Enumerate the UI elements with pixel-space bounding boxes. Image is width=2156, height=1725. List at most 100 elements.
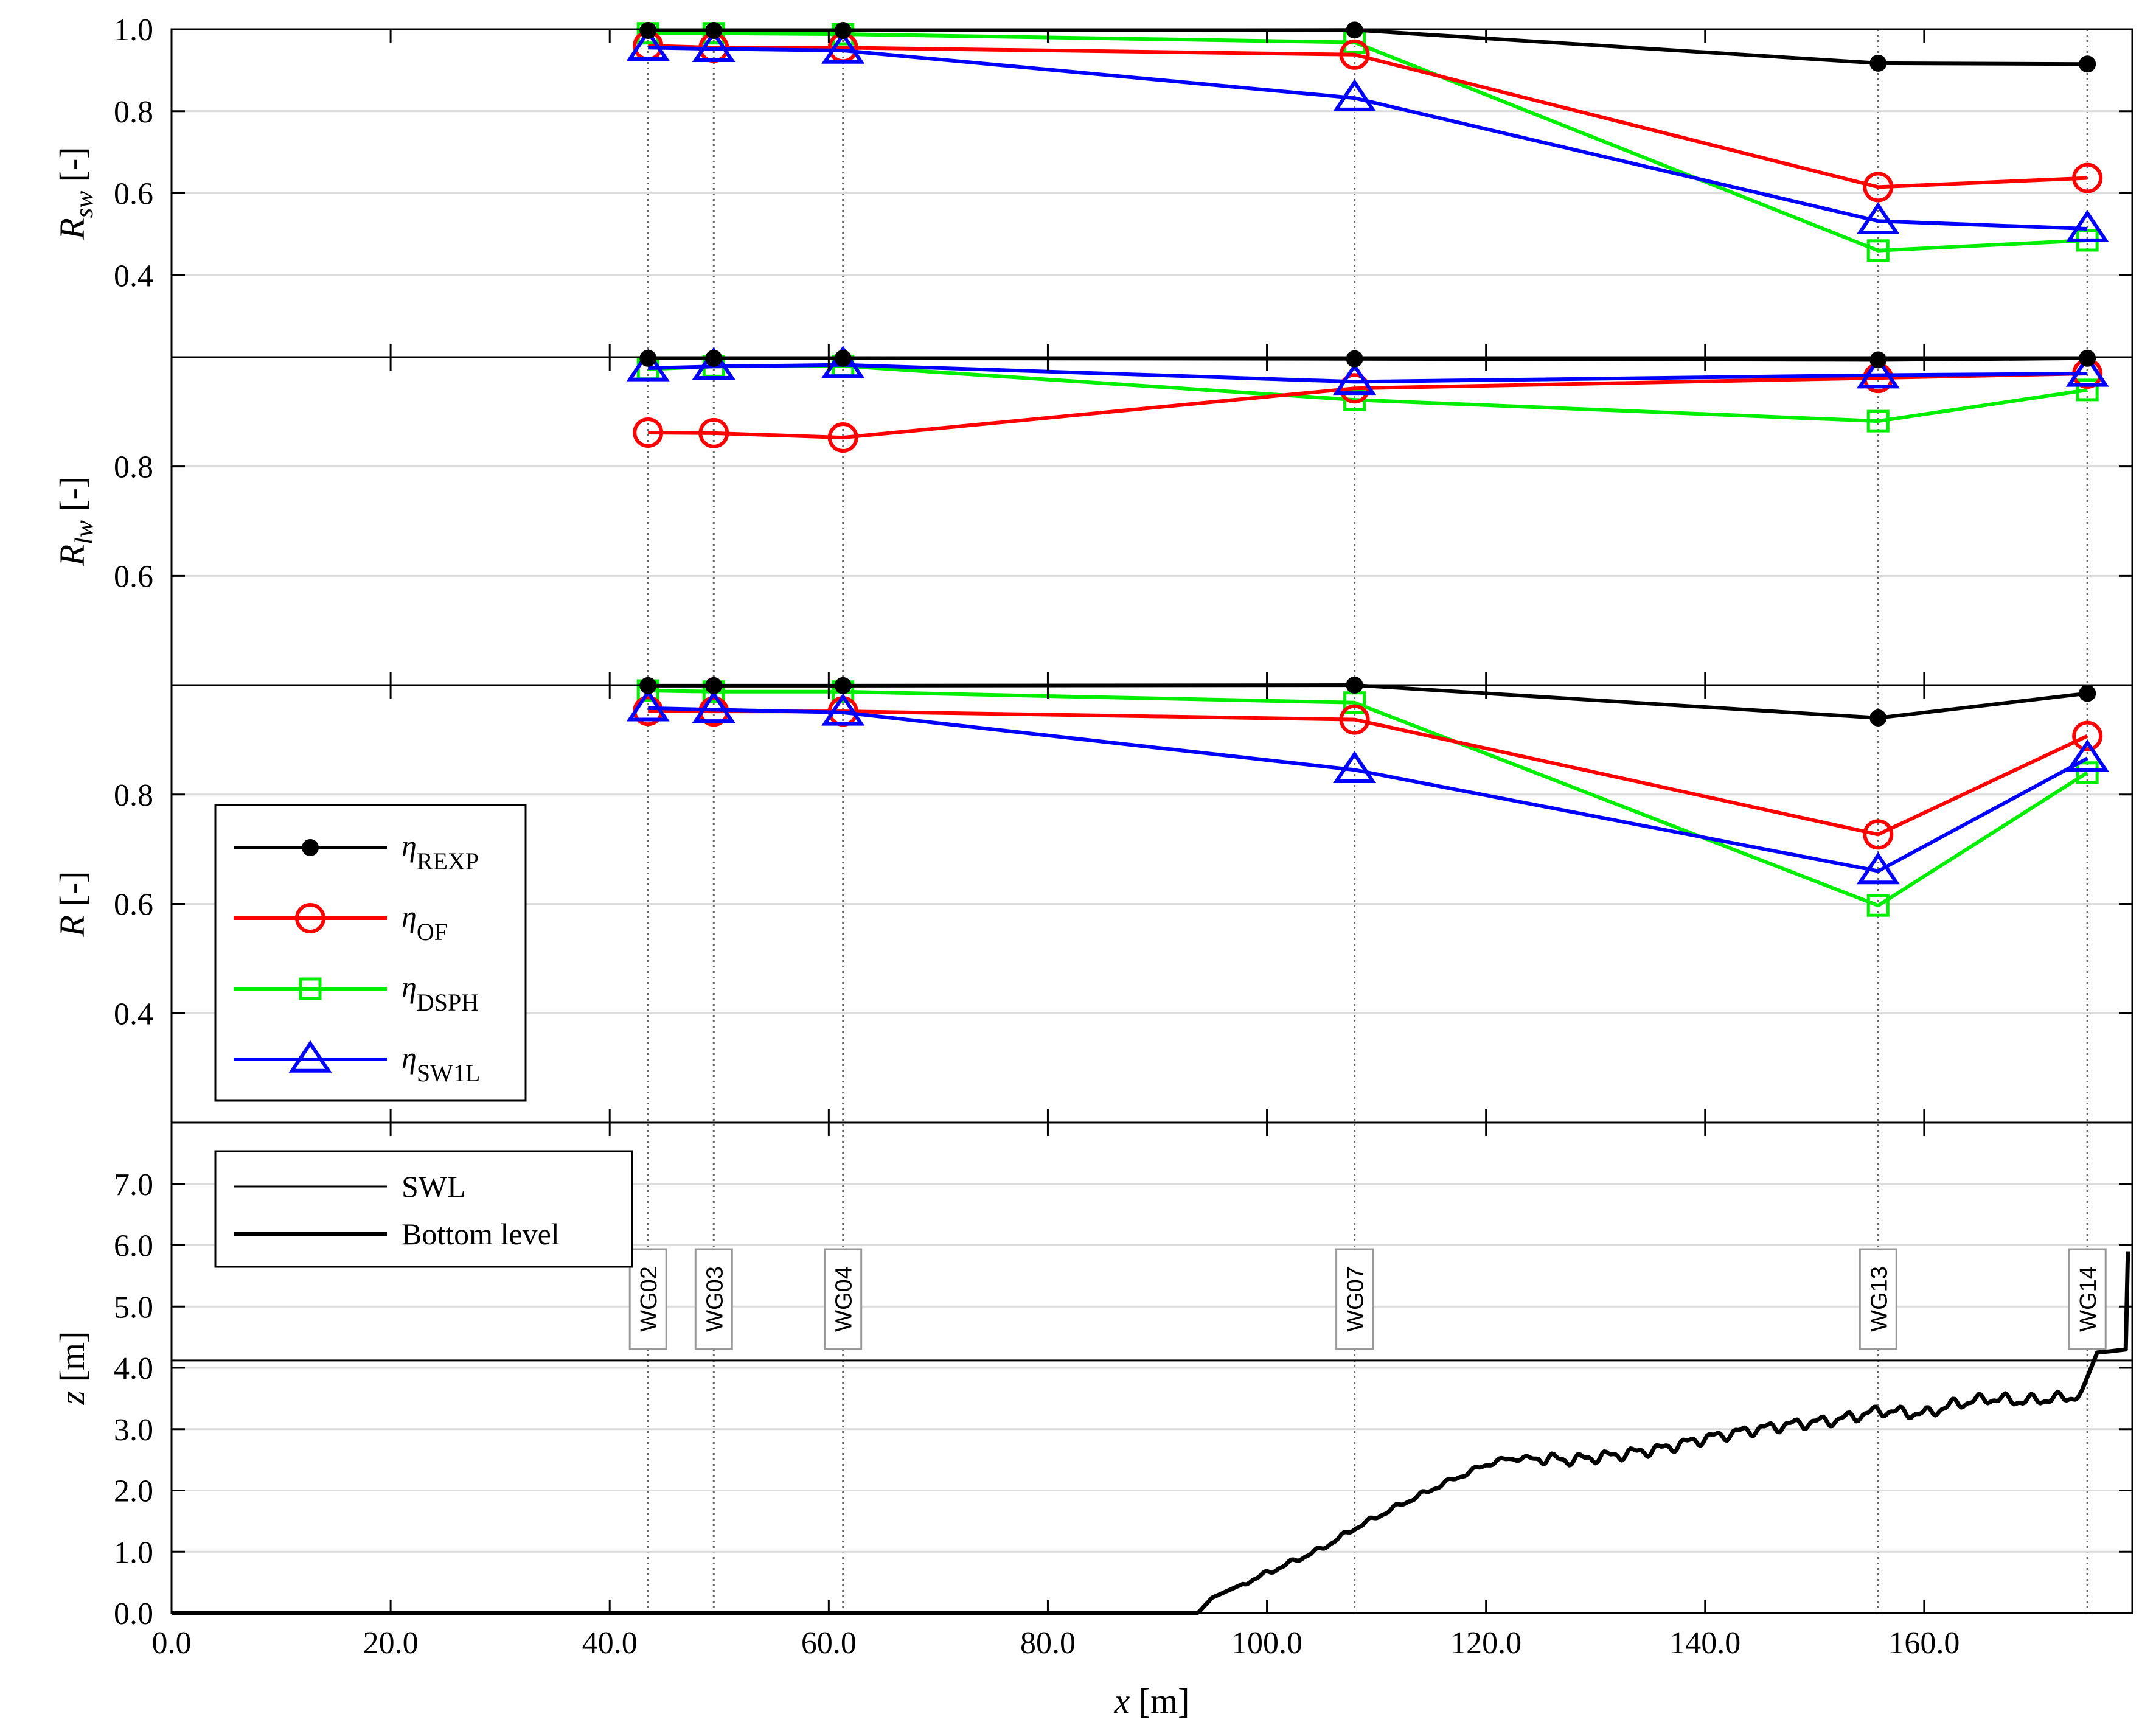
data-point xyxy=(299,977,322,1000)
y-axis-label-r: R [-] xyxy=(52,871,92,938)
gauge-label-text: WG13 xyxy=(1866,1266,1892,1332)
y-tick-label: 0.4 xyxy=(114,997,153,1031)
series-legend: ηREXP ηOF ηDSPH ηSW1L xyxy=(214,804,527,1102)
y-axis-label-rlw: Rlw [-] xyxy=(52,476,99,567)
data-point xyxy=(2065,209,2109,242)
panel-r-series xyxy=(626,677,2109,917)
data-point xyxy=(626,349,670,382)
gauge-label-text: WG07 xyxy=(1343,1266,1369,1332)
x-tick-label: 80.0 xyxy=(1020,1626,1076,1661)
data-point xyxy=(692,347,735,380)
data-point xyxy=(639,22,657,40)
series-line-rexp xyxy=(648,356,2088,362)
y-axis-label-rsw: Rsw [-] xyxy=(52,147,99,240)
y-tick-label: 2.0 xyxy=(114,1474,153,1509)
legend-item-dsph: ηDSPH xyxy=(234,970,479,1016)
y-tick-label: 6.0 xyxy=(114,1229,153,1264)
data-point xyxy=(639,349,657,367)
gauge-label-wg03: WG03 xyxy=(694,1248,733,1350)
legend-item-of: ηOF xyxy=(234,899,448,946)
gauge-label-text: WG04 xyxy=(832,1266,857,1332)
x-tick-label: 0.0 xyxy=(152,1626,192,1661)
gauge-label-box xyxy=(2068,1248,2107,1350)
panel-rsw-series xyxy=(626,21,2109,262)
data-point xyxy=(2076,378,2099,402)
data-point xyxy=(633,417,664,448)
y-tick-label: 0.0 xyxy=(114,1597,153,1631)
data-point xyxy=(1866,239,1890,262)
data-point xyxy=(692,691,735,723)
data-point xyxy=(1856,356,1900,389)
data-point xyxy=(295,903,325,933)
series-line-of xyxy=(648,372,2088,440)
panel-frames xyxy=(170,28,2133,1614)
x-tick-label: 20.0 xyxy=(363,1626,419,1661)
gauge-label-wg07: WG07 xyxy=(1335,1248,1374,1350)
gauge-label-box xyxy=(824,1248,863,1350)
y-tick-label: 0.4 xyxy=(114,259,153,293)
y-tick-label: 1.0 xyxy=(114,13,153,47)
data-point xyxy=(288,1040,332,1073)
data-point xyxy=(1333,363,1377,396)
gauge-label-wg14: WG14 xyxy=(2068,1248,2107,1350)
data-point xyxy=(705,22,723,40)
legend-item-sw1l: ηSW1L xyxy=(234,1040,480,1087)
legend-box xyxy=(214,1150,633,1268)
y-tick-label: 0.8 xyxy=(114,778,153,813)
data-point xyxy=(2072,720,2103,751)
x-tick-label: 120.0 xyxy=(1450,1626,1521,1661)
y-tick-label: 0.6 xyxy=(114,559,153,594)
data-point xyxy=(2079,55,2096,73)
data-point xyxy=(2065,739,2109,772)
x-tick-label: 160.0 xyxy=(1888,1626,1960,1661)
gauge-label-box xyxy=(1859,1248,1897,1350)
data-point xyxy=(1863,172,1894,203)
tick-labels: 0.4 0.6 0.8 1.0 Rsw [-] 0.6 0.8 Rlw [-] 0.4 0.6 0.… xyxy=(52,13,1960,1721)
data-point xyxy=(2076,761,2099,784)
legend-label: ηREXP xyxy=(402,829,479,875)
data-point xyxy=(302,839,319,856)
data-point xyxy=(1869,709,1887,727)
bottom-profile: WG02 WG03 WG04 WG07 WG13 WG14 xyxy=(172,1248,2132,1615)
data-series xyxy=(626,21,2109,917)
gauge-label-box xyxy=(628,1248,667,1350)
data-point xyxy=(1339,704,1370,735)
gauge-label-box xyxy=(1335,1248,1374,1350)
data-point xyxy=(698,417,729,448)
y-tick-label: 0.6 xyxy=(114,888,153,922)
gauge-label-wg13: WG13 xyxy=(1859,1248,1897,1350)
y-tick-label: 3.0 xyxy=(114,1413,153,1448)
data-point xyxy=(705,349,723,367)
panel-rlw-series xyxy=(626,346,2109,453)
data-point xyxy=(1869,54,1887,72)
data-point xyxy=(2079,685,2096,702)
data-point xyxy=(834,22,852,40)
legends: ηREXP ηOF ηDSPH ηSW1L SWL Bottom level xyxy=(214,804,633,1268)
data-point xyxy=(821,693,865,726)
y-tick-label: 0.8 xyxy=(114,95,153,130)
x-tick-label: 40.0 xyxy=(582,1626,638,1661)
series-line-rexp xyxy=(648,28,2088,66)
data-point xyxy=(1866,409,1890,433)
x-tick-label: 140.0 xyxy=(1669,1626,1740,1661)
profile-legend: SWL Bottom level xyxy=(214,1150,633,1268)
data-point xyxy=(1866,894,1890,917)
gauge-label-box xyxy=(694,1248,733,1350)
gauge-label-wg02: WG02 xyxy=(628,1248,667,1350)
data-point xyxy=(1863,819,1894,850)
data-point xyxy=(2072,162,2103,193)
y-tick-label: 4.0 xyxy=(114,1351,153,1386)
x-tick-label: 60.0 xyxy=(801,1626,857,1661)
y-tick-label: 0.6 xyxy=(114,177,153,212)
data-point xyxy=(834,349,852,367)
gauge-label-text: WG14 xyxy=(2076,1266,2101,1332)
data-point xyxy=(821,31,865,64)
data-point xyxy=(821,346,865,378)
data-point xyxy=(2065,354,2109,387)
legend-item-rexp: ηREXP xyxy=(234,829,479,875)
legend-box xyxy=(214,804,527,1102)
y-tick-label: 1.0 xyxy=(114,1535,153,1570)
series-line-sw1l xyxy=(648,46,2088,231)
gauge-label-wg04: WG04 xyxy=(824,1248,863,1350)
